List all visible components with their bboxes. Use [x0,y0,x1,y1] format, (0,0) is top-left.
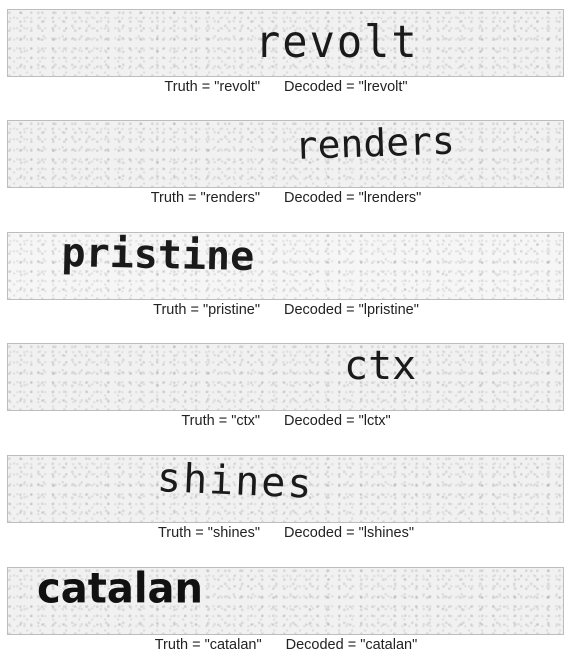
truth-label: Truth = "renders" [150,190,261,206]
caption: Truth = "revolt" Decoded = "lrevolt" [0,79,572,95]
rendered-word: revolt [255,15,419,68]
sample-row: revolt Truth = "revolt" Decoded = "lrevol… [0,9,572,109]
decoded-label: Decoded = "lshines" [284,525,415,541]
rendered-word: renders [293,120,456,168]
caption: Truth = "renders" Decoded = "lrenders" [0,190,572,206]
sample-row: catalan Truth = "catalan" Decoded = "cata… [0,567,572,667]
truth-label: Truth = "catalan" [154,637,262,653]
rendered-word: catalan [37,567,203,614]
rendered-word: shines [156,455,315,508]
word-image: pristine [7,232,564,300]
caption: Truth = "ctx" Decoded = "lctx" [0,413,572,429]
word-image: revolt [7,9,564,77]
sample-row: ctx Truth = "ctx" Decoded = "lctx" [0,343,572,443]
decoded-label: Decoded = "lpristine" [284,302,419,318]
sample-row: renders Truth = "renders" Decoded = "lren… [0,120,572,220]
word-image: ctx [7,343,564,411]
sample-row: pristine Truth = "pristine" Decoded = "lp… [0,232,572,332]
decoded-label: Decoded = "lrevolt" [284,79,408,95]
truth-label: Truth = "ctx" [181,413,261,429]
word-image: shines [7,455,564,523]
caption: Truth = "shines" Decoded = "lshines" [0,525,572,541]
rendered-word: pristine [61,232,255,281]
rendered-word: ctx [344,343,417,389]
decoded-label: Decoded = "lctx" [284,413,391,429]
truth-label: Truth = "shines" [157,525,261,541]
sample-row: shines Truth = "shines" Decoded = "lshine… [0,455,572,555]
caption: Truth = "catalan" Decoded = "catalan" [0,637,572,653]
decoded-label: Decoded = "lrenders" [284,190,422,206]
truth-label: Truth = "pristine" [153,302,261,318]
word-image: catalan [7,567,564,635]
decoded-label: Decoded = "catalan" [285,637,418,653]
word-image: renders [7,120,564,188]
truth-label: Truth = "revolt" [164,79,261,95]
caption: Truth = "pristine" Decoded = "lpristine" [0,302,572,318]
